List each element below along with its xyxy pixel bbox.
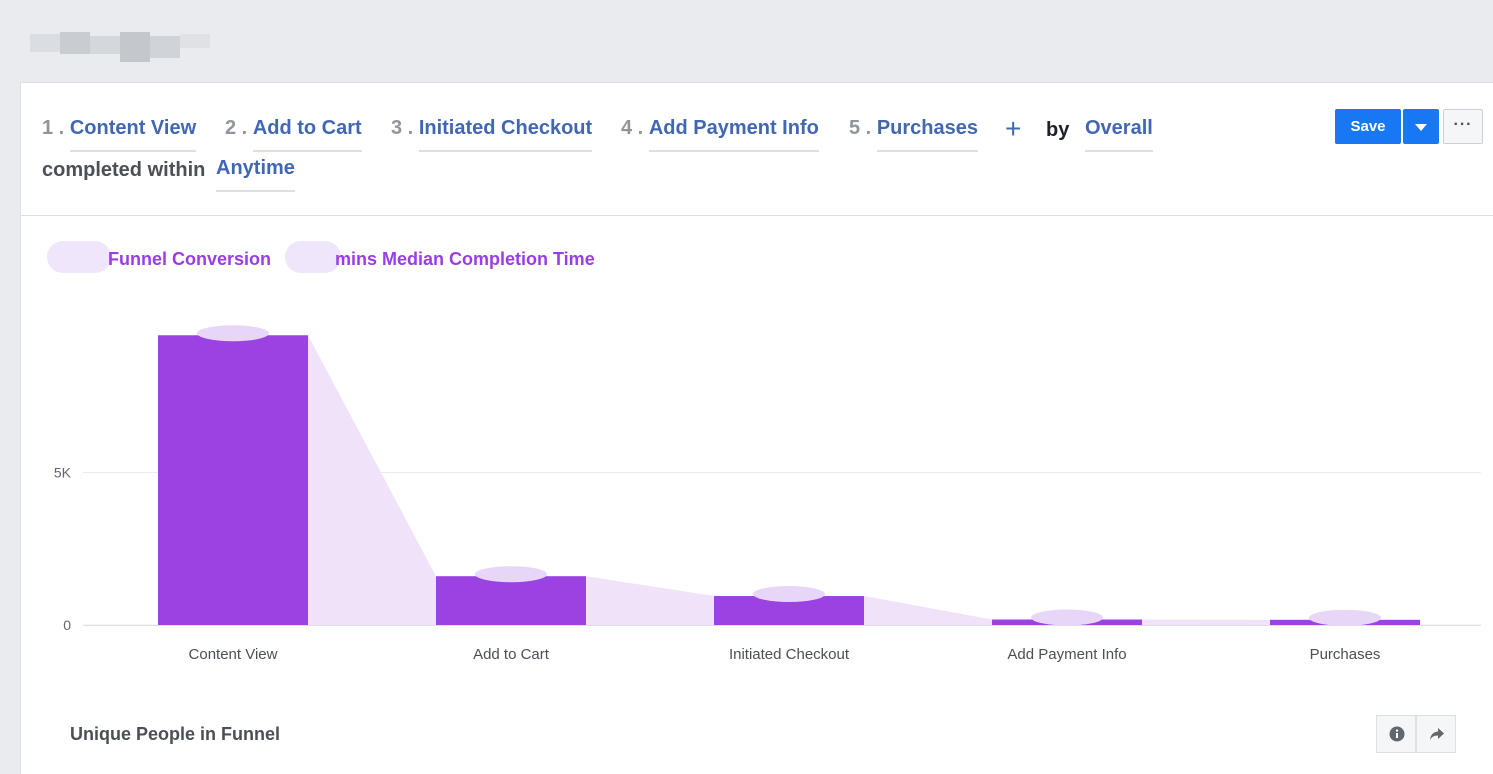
step-4[interactable]: 4 . Add Payment Info	[621, 117, 819, 152]
step-3[interactable]: 3 . Initiated Checkout	[391, 117, 593, 152]
bar	[158, 335, 308, 625]
completion-time-blurred	[285, 241, 341, 273]
step-label-initiated-checkout[interactable]: Initiated Checkout	[418, 117, 593, 152]
section-title: Unique People in Funnel	[70, 724, 281, 744]
y-tick-label: 5K	[54, 465, 72, 481]
bar-value-blurred	[475, 566, 547, 583]
funnel-connector	[1142, 619, 1270, 625]
add-step-icon[interactable]: +	[1005, 113, 1022, 144]
breakdown-selector[interactable]: Overall	[1085, 117, 1153, 152]
x-tick-label: Content View	[189, 646, 278, 663]
share-button[interactable]	[1416, 715, 1456, 753]
bar-value-blurred	[1031, 609, 1103, 626]
bar	[436, 576, 586, 625]
y-tick-label: 0	[63, 617, 71, 633]
funnel-connector	[864, 596, 992, 625]
median-completion-label: mins Median Completion Time	[335, 249, 595, 269]
bar-value-blurred	[197, 325, 269, 342]
funnel-connector	[586, 576, 714, 625]
save-button[interactable]: Save	[1335, 109, 1401, 144]
funnel-conversion-label: Funnel Conversion	[108, 249, 272, 269]
bar-value-blurred	[1309, 609, 1381, 626]
bar-value-blurred	[753, 586, 825, 603]
blurred-title	[30, 32, 210, 62]
by-label: by	[1046, 119, 1070, 141]
x-tick-label: Purchases	[1310, 646, 1381, 663]
share-icon	[1429, 726, 1445, 742]
x-tick-label: Initiated Checkout	[729, 646, 850, 663]
step-label-add-to-cart[interactable]: Add to Cart	[252, 117, 362, 152]
save-dropdown-button[interactable]	[1403, 109, 1439, 144]
funnel-panel: 1 . Content View 2 . Add to Cart 3 . Ini…	[20, 82, 1493, 774]
step-2[interactable]: 2 . Add to Cart	[225, 117, 362, 152]
step-1[interactable]: 1 . Content View	[42, 117, 197, 152]
funnel-connector	[308, 335, 436, 625]
info-button[interactable]	[1376, 715, 1416, 753]
x-tick-label: Add to Cart	[473, 646, 550, 663]
step-label-purchases[interactable]: Purchases	[876, 117, 978, 152]
step-label-content-view[interactable]: Content View	[69, 117, 197, 152]
funnel-chart: 0 5K Content View Add to Cart Initiated Chec…	[54, 325, 1481, 663]
info-icon	[1389, 726, 1405, 742]
more-options-button[interactable]: ···	[1443, 109, 1483, 144]
x-tick-label: Add Payment Info	[1007, 646, 1126, 663]
funnel-query-bar: 1 . Content View 2 . Add to Cart 3 . Ini…	[21, 83, 1493, 216]
conversion-value-blurred	[47, 241, 111, 273]
time-window-selector[interactable]: Anytime	[216, 157, 295, 192]
step-label-add-payment-info[interactable]: Add Payment Info	[648, 117, 819, 152]
completed-within-label: completed within	[42, 159, 206, 181]
step-5[interactable]: 5 . Purchases	[849, 117, 978, 152]
